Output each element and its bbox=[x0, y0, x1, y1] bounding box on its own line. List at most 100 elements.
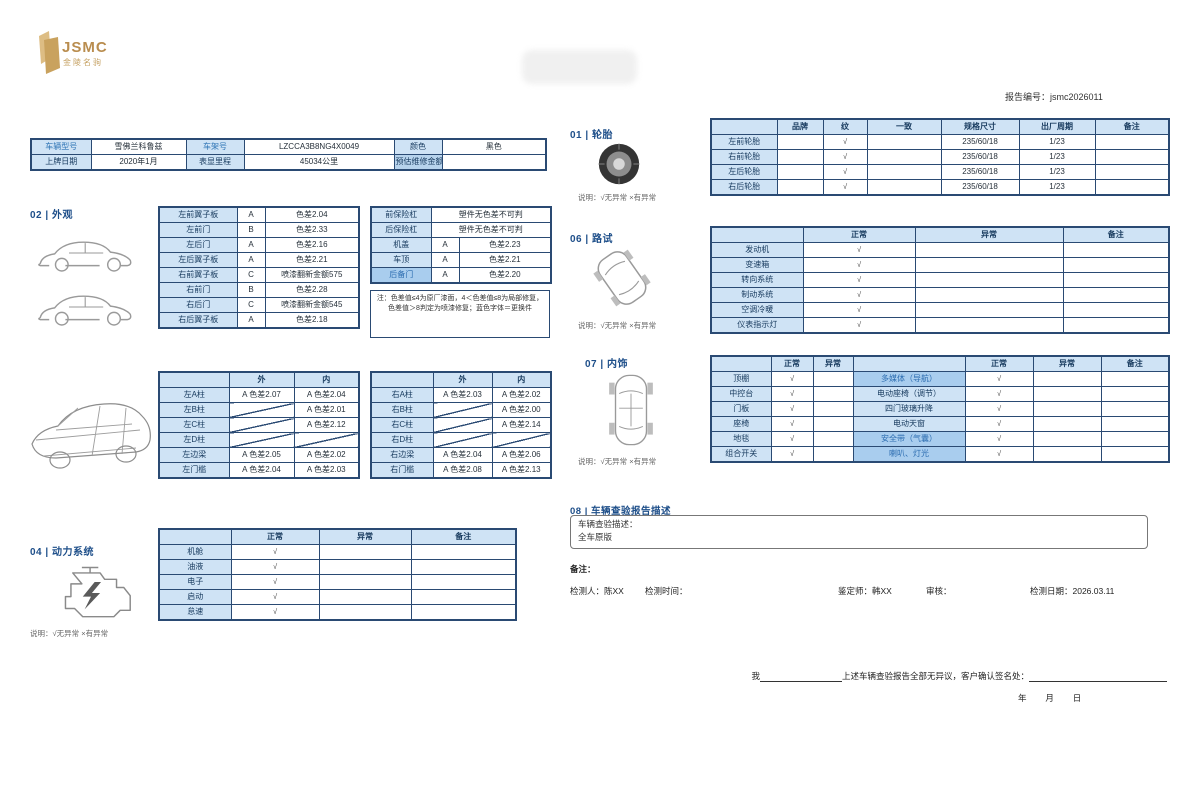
cell: A 色差2.13 bbox=[491, 462, 552, 479]
cell: 色差2.18 bbox=[264, 312, 360, 329]
cell: √ bbox=[964, 386, 1034, 402]
cell: 黑色 bbox=[441, 138, 547, 155]
cell: 235/60/18 bbox=[940, 164, 1020, 180]
engine-icon bbox=[64, 566, 131, 618]
label-cell: 后保险杠 bbox=[370, 222, 432, 238]
section-title-tires: 01 | 轮胎 bbox=[570, 130, 613, 141]
cell: 1/23 bbox=[1018, 149, 1096, 165]
cell: LZCCA3B8NG4X0049 bbox=[243, 138, 395, 155]
label-cell: 仪表指示灯 bbox=[710, 317, 804, 334]
cell: 色差2.20 bbox=[458, 267, 552, 284]
cell: A 色差2.04 bbox=[432, 447, 493, 463]
confirm-date-line: 年 月 日 bbox=[1018, 693, 1082, 703]
label-cell: 顶棚 bbox=[710, 371, 772, 387]
cell: √ bbox=[230, 589, 320, 605]
cell bbox=[914, 272, 1064, 288]
frame-right-table: 外内右A柱 A 色差2.03 A 色差2.02 右B柱 A 色差2.00 右C柱 A 色差2… bbox=[370, 371, 552, 479]
cell bbox=[410, 559, 517, 575]
customer-signature-blank[interactable] bbox=[1028, 672, 1167, 682]
cell bbox=[1062, 302, 1170, 318]
cell bbox=[441, 154, 547, 171]
cell: √ bbox=[230, 559, 320, 575]
label-cell: 前保险杠 bbox=[370, 206, 432, 223]
label-cell: 电动座椅（调节） bbox=[852, 386, 966, 402]
report-number: 报告编号：jsmc2026011 bbox=[1005, 92, 1103, 102]
label-cell: 后备门 bbox=[370, 267, 432, 284]
cell: √ bbox=[802, 272, 916, 288]
label-cell: 车顶 bbox=[370, 252, 432, 268]
label-cell: 右A柱 bbox=[370, 387, 434, 403]
header-cell: 正常 bbox=[230, 528, 320, 545]
cell: √ bbox=[964, 431, 1034, 447]
roadtest-car-icon bbox=[593, 249, 651, 307]
header-cell: 纹 bbox=[822, 118, 868, 135]
label-cell: 车辆型号 bbox=[30, 138, 92, 155]
label-cell: 左A柱 bbox=[158, 387, 230, 403]
cell: 235/60/18 bbox=[940, 149, 1020, 165]
signature-audit: 审核： bbox=[926, 586, 952, 596]
cell bbox=[318, 559, 412, 575]
powertrain-table: 正常 异常 备注 机舱 √ 油液 √ 电子 √ 启动 √ 怠速 √ bbox=[158, 528, 517, 621]
section-title-interior: 07 | 内饰 bbox=[585, 359, 628, 370]
label-cell: 空调冷暖 bbox=[710, 302, 804, 318]
cell: 色差2.28 bbox=[264, 282, 360, 298]
label-cell: 多媒体（导航） bbox=[852, 371, 966, 387]
label-cell: 制动系统 bbox=[710, 287, 804, 303]
description-line2: 全车原版 bbox=[578, 531, 613, 542]
section-title-exterior: 02 | 外观 bbox=[30, 210, 73, 221]
section-title-roadtest: 06 | 路试 bbox=[570, 234, 613, 245]
label-cell: 右边梁 bbox=[370, 447, 434, 463]
label-cell: 上牌日期 bbox=[30, 154, 92, 171]
header-cell: 备注 bbox=[410, 528, 517, 545]
cell: 雪佛兰科鲁兹 bbox=[90, 138, 187, 155]
label-cell: 左前门 bbox=[158, 222, 238, 238]
cell: A bbox=[430, 237, 460, 253]
cell: √ bbox=[964, 446, 1034, 463]
cell bbox=[1032, 431, 1102, 447]
label-cell: 右后翼子板 bbox=[158, 312, 238, 329]
label-cell: 四门玻璃升降 bbox=[852, 401, 966, 417]
header-cell: 内 bbox=[491, 371, 552, 388]
label-cell: 启动 bbox=[158, 589, 232, 605]
header-cell: 备注 bbox=[1094, 118, 1170, 135]
vehicle-info-table: 车辆型号 雪佛兰科鲁兹 车架号 LZCCA3B8NG4X0049 颜色 黑色 上牌日期 202… bbox=[30, 138, 547, 171]
label-cell: 右门槛 bbox=[370, 462, 434, 479]
cell: 2020年1月 bbox=[90, 154, 187, 171]
cell bbox=[318, 589, 412, 605]
cell: 色差2.33 bbox=[264, 222, 360, 238]
tires-table: 品牌纹一致 规格尺寸 出厂周期 备注 左前轮胎 √ 235/60/18 1/23 右前轮胎 √ 23… bbox=[710, 118, 1170, 196]
scan-smudge bbox=[522, 50, 637, 84]
cell: B bbox=[236, 222, 266, 238]
cell bbox=[1094, 134, 1170, 150]
cell bbox=[1100, 401, 1170, 417]
cell bbox=[410, 604, 517, 621]
cell bbox=[1062, 317, 1170, 334]
cell bbox=[866, 134, 942, 150]
car-side-icon bbox=[38, 295, 132, 326]
cell: √ bbox=[802, 257, 916, 273]
cell: A 色差2.14 bbox=[491, 417, 552, 433]
header-cell bbox=[158, 528, 232, 545]
car-side-icon bbox=[38, 241, 132, 272]
description-line1: 车辆查验描述： bbox=[578, 519, 638, 529]
cell: √ bbox=[964, 416, 1034, 432]
cell: √ bbox=[770, 416, 814, 432]
label-cell: 车架号 bbox=[185, 138, 245, 155]
cell bbox=[410, 589, 517, 605]
label-cell: 左后门 bbox=[158, 237, 238, 253]
cell bbox=[318, 604, 412, 621]
cell bbox=[1032, 446, 1102, 463]
cell: √ bbox=[230, 544, 320, 560]
signature-blank[interactable] bbox=[759, 672, 842, 682]
confirm-prefix: 我 bbox=[751, 671, 760, 681]
header-cell bbox=[710, 355, 772, 372]
cell: A 色差2.02 bbox=[491, 387, 552, 403]
header-cell: 备注 bbox=[1062, 226, 1170, 243]
cell bbox=[812, 416, 854, 432]
cell bbox=[318, 574, 412, 590]
roadtest-caption: 说明：√无异常 ×有异常 bbox=[578, 321, 657, 330]
label-cell: 机盖 bbox=[370, 237, 432, 253]
cell: 1/23 bbox=[1018, 179, 1096, 196]
cell bbox=[318, 544, 412, 560]
